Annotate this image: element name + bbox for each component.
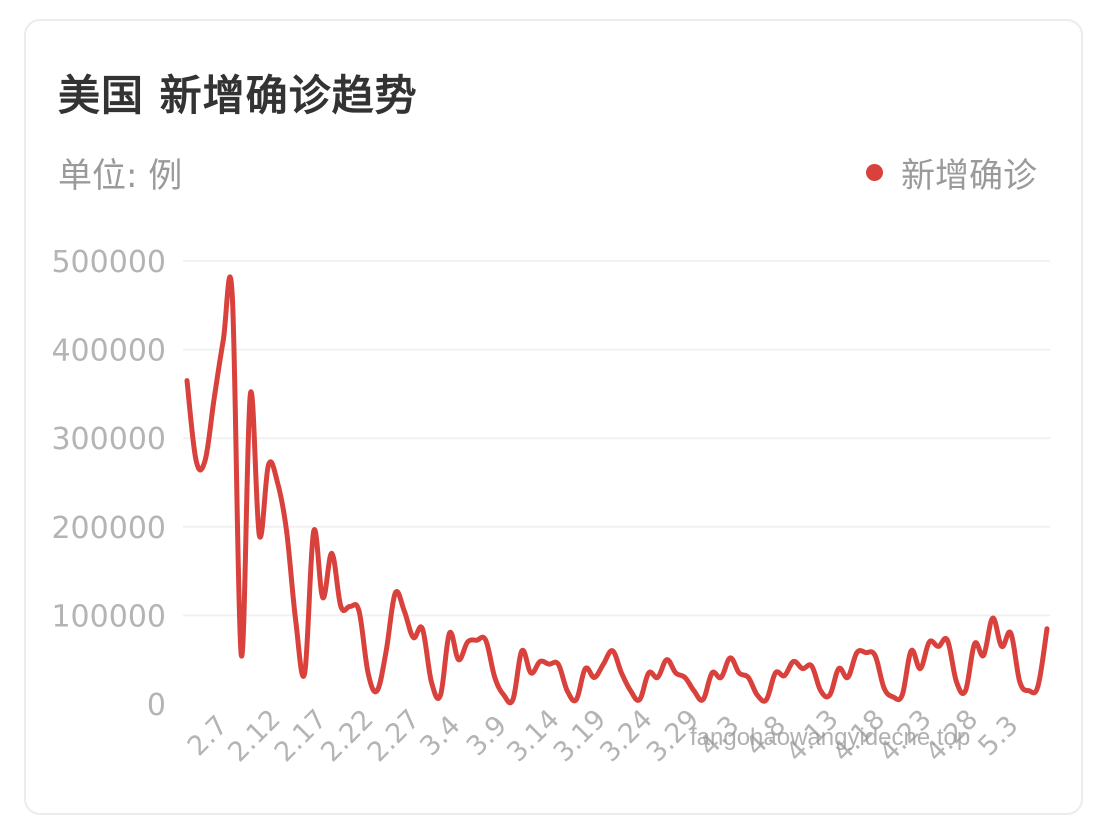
x-tick-label: 2.27 xyxy=(362,704,426,768)
watermark: fangohaowangyidecne.top xyxy=(690,724,971,751)
x-tick-label: 2.12 xyxy=(222,704,286,768)
legend[interactable]: 新增确诊 xyxy=(866,148,1037,197)
x-tick-label: 3.9 xyxy=(461,710,513,762)
legend-dot-icon xyxy=(866,164,883,181)
x-tick-label: 3.4 xyxy=(414,710,466,762)
unit-label: 单位: 例 xyxy=(58,156,183,196)
x-tick-label: 3.24 xyxy=(594,704,658,768)
y-tick-label: 100000 xyxy=(51,599,166,634)
x-tick-label: 2.7 xyxy=(182,710,234,762)
legend-label: 新增确诊 xyxy=(901,156,1037,196)
y-tick-label: 400000 xyxy=(51,334,166,369)
x-tick-label: 2.17 xyxy=(269,704,333,768)
x-tick-label: 5.3 xyxy=(972,710,1024,762)
y-tick-label: 500000 xyxy=(51,245,166,280)
y-tick-label: 200000 xyxy=(51,511,166,546)
x-tick-label: 3.14 xyxy=(501,704,565,768)
chart-title: 美国 新增确诊趋势 xyxy=(58,71,418,120)
y-tick-label: 300000 xyxy=(51,422,166,457)
x-tick-label: 2.22 xyxy=(315,704,379,768)
x-tick-label: 3.19 xyxy=(548,704,612,768)
y-tick-label: 0 xyxy=(147,688,166,723)
series-line-新增确诊[interactable] xyxy=(184,274,1050,706)
